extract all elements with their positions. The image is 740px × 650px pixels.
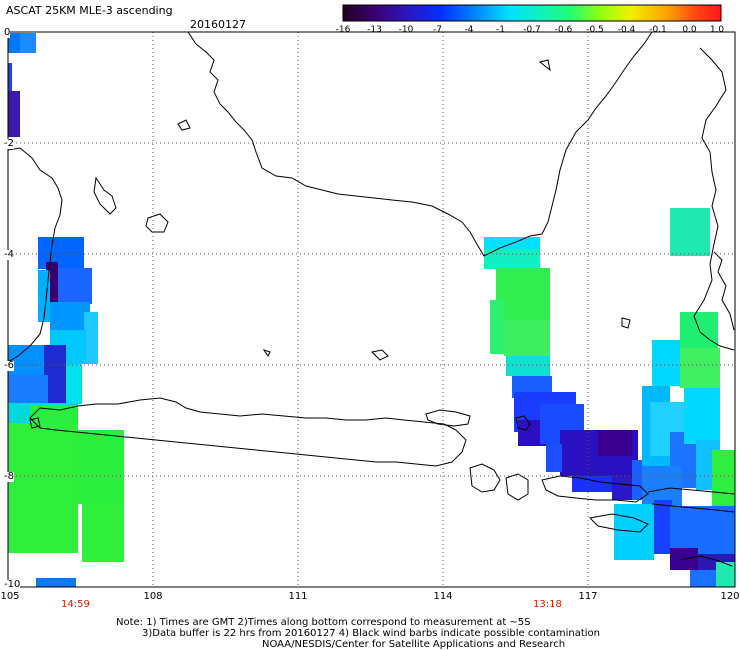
swath-cell bbox=[8, 91, 20, 137]
swath-cell bbox=[8, 423, 78, 553]
coastline-flores-south bbox=[651, 503, 735, 513]
coastline-islet bbox=[538, 59, 551, 72]
swath-cell bbox=[670, 208, 710, 256]
swath-cell bbox=[684, 388, 720, 444]
coastline-bali bbox=[469, 463, 501, 493]
swath-cell bbox=[44, 345, 66, 403]
swath-cell bbox=[496, 268, 550, 324]
coastline-islet bbox=[370, 349, 389, 361]
swath-cell bbox=[8, 345, 44, 375]
colorbar-tick-label: -13 bbox=[367, 25, 382, 35]
colorbar-tick-label: 0.0 bbox=[682, 25, 697, 35]
coastline-islet bbox=[29, 417, 41, 429]
coastline-islet bbox=[515, 415, 531, 431]
swath-cell bbox=[8, 63, 12, 91]
swath-cell bbox=[36, 578, 76, 587]
coastline-madura bbox=[425, 409, 471, 427]
swath-cell bbox=[78, 430, 124, 504]
y-label-2: -4 bbox=[4, 249, 14, 260]
swath-cell bbox=[38, 237, 84, 269]
coastline-sumatra bbox=[8, 147, 63, 363]
note-line-2: 3)Data buffer is 22 hrs from 20160127 4)… bbox=[142, 628, 600, 639]
swath-cell bbox=[506, 356, 550, 376]
coastline-sulawesi-south bbox=[713, 251, 735, 331]
coastline-borneo bbox=[187, 32, 653, 257]
swath-cell bbox=[632, 460, 642, 500]
colorbar-tick-label: -7 bbox=[433, 25, 442, 35]
coastline-lombok bbox=[505, 473, 529, 501]
coastline-bangka bbox=[93, 176, 117, 215]
coastline-sulawesi bbox=[693, 47, 735, 351]
swath-cell bbox=[598, 430, 632, 456]
colorbar-tick-label: -16 bbox=[335, 25, 351, 35]
swath-cell bbox=[58, 268, 92, 304]
note-line-3: NOAA/NESDIS/Center for Satellite Applica… bbox=[262, 639, 566, 650]
swath-cell bbox=[712, 450, 735, 506]
swath-cell bbox=[716, 562, 735, 587]
swath-cell bbox=[546, 444, 562, 472]
swath-cell bbox=[614, 504, 654, 560]
swath-cell bbox=[504, 320, 550, 356]
colorbar-tick-label: -0.1 bbox=[649, 25, 667, 35]
y-label-0: 0 bbox=[4, 27, 11, 38]
product-date: 20160127 bbox=[190, 18, 246, 31]
x-label-0: 105 bbox=[0, 591, 20, 602]
coastline-islet bbox=[621, 317, 631, 329]
swath-cell bbox=[612, 476, 632, 500]
coastline-java bbox=[29, 397, 467, 467]
colorbar-tick-label: -0.4 bbox=[617, 25, 636, 35]
pass-time-left: 14:59 bbox=[61, 599, 90, 610]
swath-cell bbox=[38, 270, 50, 322]
swath-cell bbox=[82, 504, 124, 562]
swath-cell bbox=[50, 302, 90, 330]
swath-cell bbox=[66, 364, 82, 404]
y-label-5: -10 bbox=[4, 579, 21, 590]
swath-cell bbox=[490, 300, 504, 354]
x-label-2: 111 bbox=[288, 591, 308, 602]
coastline-flores bbox=[647, 487, 735, 495]
coastline-sumba bbox=[588, 513, 649, 533]
swath-cell bbox=[654, 500, 672, 554]
colorbar-tick-label: -0.6 bbox=[554, 25, 573, 35]
swath-cell bbox=[20, 33, 36, 53]
swath-cell bbox=[8, 33, 20, 53]
coastline-islet bbox=[177, 119, 191, 131]
swath-cell bbox=[8, 375, 48, 405]
coastline-islet bbox=[262, 349, 271, 357]
note-line-1: Note: 1) Times are GMT 2)Times along bot… bbox=[116, 617, 531, 628]
coastline-belitung bbox=[145, 213, 169, 233]
coastline-timor bbox=[679, 555, 733, 567]
graticule bbox=[8, 32, 735, 587]
map-frame bbox=[7, 31, 736, 588]
colorbar-tick-label: -10 bbox=[398, 25, 414, 35]
y-label-1: -2 bbox=[4, 138, 14, 149]
colorbar-tick-label: -1 bbox=[496, 25, 505, 35]
colorbar-gradient bbox=[342, 4, 722, 22]
colorbar-tick-label: -4 bbox=[464, 25, 474, 35]
coastline-layer bbox=[8, 32, 735, 567]
y-label-3: -6 bbox=[4, 360, 14, 371]
swath-cell bbox=[484, 249, 540, 269]
pass-time-right: 13:18 bbox=[533, 599, 562, 610]
x-label-1: 108 bbox=[143, 591, 163, 602]
coastline-sumbawa bbox=[541, 475, 649, 503]
swath-cell bbox=[690, 570, 720, 587]
x-label-5: 120 bbox=[720, 591, 740, 602]
swath-cell bbox=[642, 466, 682, 506]
wind-swath-layer bbox=[8, 33, 735, 587]
x-label-3: 114 bbox=[433, 591, 453, 602]
colorbar-tick-label: -0.7 bbox=[523, 25, 541, 35]
swath-cell bbox=[680, 348, 720, 388]
swath-cell bbox=[670, 506, 735, 554]
swath-cell bbox=[84, 312, 98, 364]
swath-cell bbox=[572, 476, 612, 492]
product-title: ASCAT 25KM MLE-3 ascending bbox=[6, 4, 173, 17]
colorbar-tick-label: 1.0 bbox=[709, 25, 725, 35]
colorbar bbox=[342, 4, 722, 22]
y-label-4: -8 bbox=[4, 471, 14, 482]
colorbar-tick-label: -0.5 bbox=[586, 25, 604, 35]
x-label-4: 117 bbox=[578, 591, 598, 602]
